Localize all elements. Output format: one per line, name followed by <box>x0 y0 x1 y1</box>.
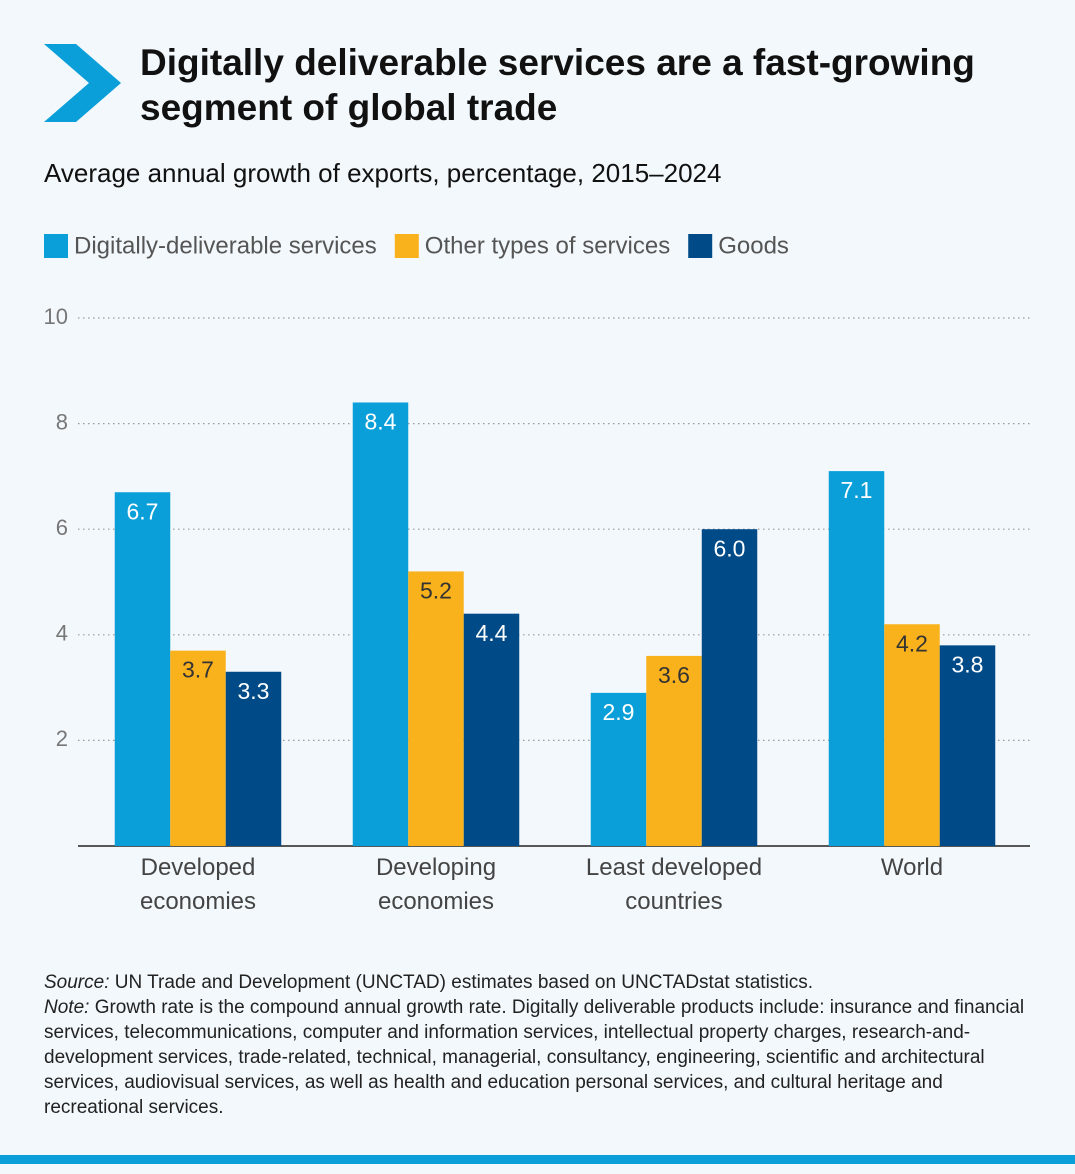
bar <box>114 492 171 846</box>
bar <box>408 571 464 846</box>
bar <box>884 624 940 846</box>
source-label: Source: <box>44 972 110 993</box>
legend-swatch <box>44 234 68 258</box>
x-tick-label: Developed economies <box>139 854 257 915</box>
note-label: Note: <box>44 997 90 1018</box>
value-label: 3.6 <box>658 662 690 688</box>
chart-subtitle: Average annual growth of exports, percen… <box>44 158 722 188</box>
note: Note: Growth rate is the compound annual… <box>44 995 1044 1120</box>
bar <box>225 671 282 846</box>
legend-label: Digitally-deliverable services <box>74 232 377 259</box>
y-tick-label: 8 <box>56 409 68 434</box>
value-label: 6.7 <box>127 498 159 524</box>
value-label: 3.7 <box>182 657 214 683</box>
x-tick-label: World <box>880 854 944 881</box>
legend-swatch <box>394 234 419 258</box>
value-label: 2.9 <box>603 699 635 725</box>
source: Source: UN Trade and Development (UNCTAD… <box>44 970 1044 995</box>
notes: Source: UN Trade and Development (UNCTAD… <box>44 970 1044 1120</box>
legend-label: Goods <box>718 232 789 259</box>
bar <box>463 613 520 846</box>
chevron-icon <box>44 44 121 122</box>
x-tick-label: Developing economies <box>375 854 497 915</box>
bar <box>646 655 702 846</box>
value-label: 5.2 <box>420 578 452 604</box>
bar <box>170 650 226 846</box>
bar <box>590 692 647 846</box>
bar <box>828 471 885 846</box>
value-label: 7.1 <box>841 477 873 503</box>
note-text: Growth rate is the compound annual growt… <box>44 997 1025 1118</box>
legend-swatch <box>688 234 713 258</box>
y-tick-label: 6 <box>56 515 68 540</box>
y-tick-label: 2 <box>56 726 68 751</box>
x-tick-label: Least developed countries <box>585 854 763 915</box>
value-label: 6.0 <box>714 535 746 561</box>
value-label: 4.4 <box>476 620 508 646</box>
bar <box>352 402 409 846</box>
value-label: 3.3 <box>238 678 270 704</box>
y-tick-label: 4 <box>56 621 68 646</box>
value-label: 8.4 <box>365 409 397 435</box>
legend-label: Other types of services <box>425 232 670 259</box>
y-tick-label: 10 <box>44 304 68 329</box>
bar <box>939 645 996 846</box>
chart-title: Digitally deliverable services are a fas… <box>140 42 975 128</box>
bottom-rule <box>0 1155 1075 1164</box>
bar <box>701 529 758 846</box>
value-label: 3.8 <box>952 651 984 677</box>
source-text: UN Trade and Development (UNCTAD) estima… <box>114 972 814 993</box>
value-label: 4.2 <box>896 630 928 656</box>
